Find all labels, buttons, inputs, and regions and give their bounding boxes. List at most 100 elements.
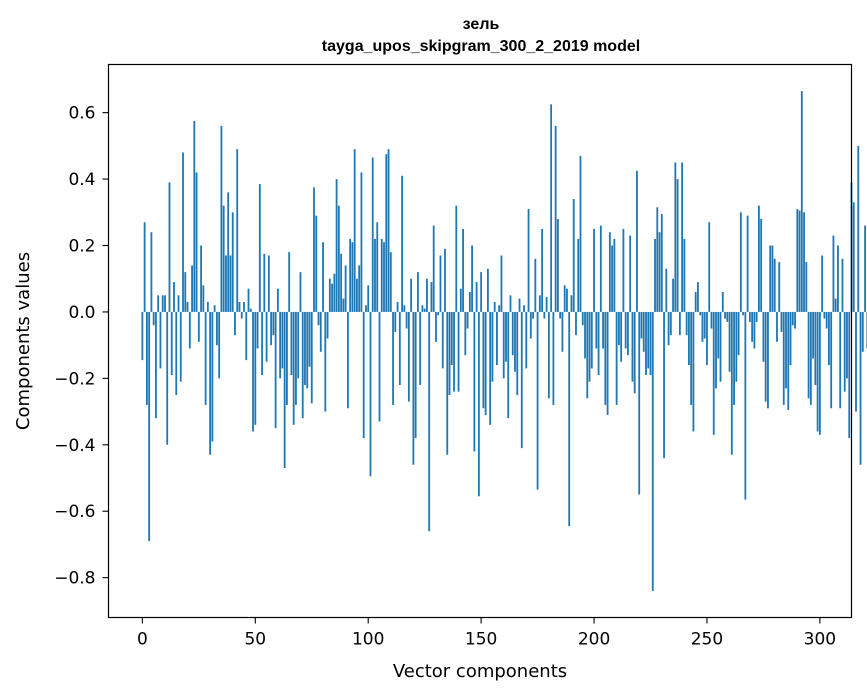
bar <box>663 311 665 459</box>
bar <box>446 311 449 455</box>
bar <box>857 145 860 312</box>
bar <box>274 311 277 429</box>
y-tick-label: 0.0 <box>68 303 95 323</box>
bar <box>213 305 216 312</box>
bar <box>595 311 598 349</box>
bar <box>468 292 471 312</box>
bar <box>161 295 164 312</box>
bar <box>389 252 392 312</box>
bar <box>753 311 756 349</box>
bar <box>764 311 767 402</box>
bar <box>694 292 697 312</box>
bar <box>326 311 329 339</box>
bar <box>374 238 376 312</box>
bar <box>218 311 221 379</box>
bar <box>832 235 835 312</box>
bar <box>304 311 306 386</box>
bar <box>258 184 261 312</box>
bar <box>776 311 778 342</box>
bar <box>188 311 191 349</box>
chart-title: зель <box>463 16 500 33</box>
bar <box>317 311 320 326</box>
x-axis-label: Vector components <box>393 661 567 682</box>
bar <box>432 225 435 312</box>
bar <box>800 91 803 312</box>
bar <box>175 311 178 395</box>
bar <box>631 311 634 382</box>
bar <box>816 311 819 432</box>
bar <box>450 311 453 366</box>
bar <box>247 288 250 312</box>
bar <box>505 311 507 362</box>
bar <box>238 301 241 312</box>
bar <box>814 311 817 386</box>
bar <box>541 228 544 312</box>
bar <box>809 311 812 405</box>
bar <box>843 311 846 392</box>
bar <box>200 245 202 312</box>
bar <box>627 311 629 356</box>
bar <box>184 272 187 312</box>
bar <box>647 311 650 369</box>
bar <box>281 311 284 369</box>
bar <box>550 104 553 312</box>
y-tick-label: −0.4 <box>54 436 95 456</box>
y-tick-label: −0.8 <box>54 569 95 589</box>
bar <box>405 311 408 329</box>
bar <box>209 311 212 455</box>
bar <box>532 311 534 319</box>
bar <box>179 311 182 382</box>
bar <box>322 242 324 312</box>
bar <box>507 311 510 419</box>
bar <box>412 311 415 465</box>
bar <box>500 255 503 312</box>
bar <box>796 208 799 312</box>
bar <box>712 311 715 435</box>
bar <box>529 311 532 339</box>
y-axis-ticks: −0.8 −0.6 −0.4 −0.2 0.0 0.2 0.4 0.6 <box>54 104 109 589</box>
bar <box>394 311 397 332</box>
bar <box>292 311 295 425</box>
bar <box>498 305 501 312</box>
bar <box>186 301 189 312</box>
bar <box>297 311 300 379</box>
bar <box>534 258 537 312</box>
bar <box>676 179 679 312</box>
y-tick-label: −0.2 <box>54 369 95 389</box>
bar <box>365 305 367 312</box>
bar <box>588 311 591 382</box>
bar <box>489 311 492 425</box>
bar <box>392 311 394 405</box>
bar <box>195 172 198 312</box>
bar <box>148 311 151 542</box>
bar <box>687 311 690 366</box>
bar <box>613 238 616 312</box>
bar <box>633 311 636 394</box>
bar <box>755 311 758 322</box>
bar <box>717 311 720 359</box>
bar <box>825 311 828 329</box>
bar <box>193 120 196 312</box>
bar <box>706 311 708 366</box>
bar <box>301 311 304 419</box>
bar <box>581 311 584 326</box>
bar <box>435 311 437 342</box>
bar <box>145 311 148 405</box>
bar <box>617 311 620 346</box>
bar <box>159 311 162 369</box>
bar <box>547 311 550 399</box>
bar <box>721 292 724 312</box>
bar <box>785 311 787 389</box>
bar <box>837 245 839 312</box>
bar <box>669 311 672 336</box>
bar <box>356 278 358 312</box>
bar <box>577 238 580 312</box>
bar <box>362 311 365 439</box>
bar <box>839 311 842 409</box>
bar <box>313 187 315 312</box>
bar <box>778 262 781 312</box>
bar <box>480 272 483 312</box>
bar <box>834 298 837 312</box>
bar <box>340 253 343 312</box>
